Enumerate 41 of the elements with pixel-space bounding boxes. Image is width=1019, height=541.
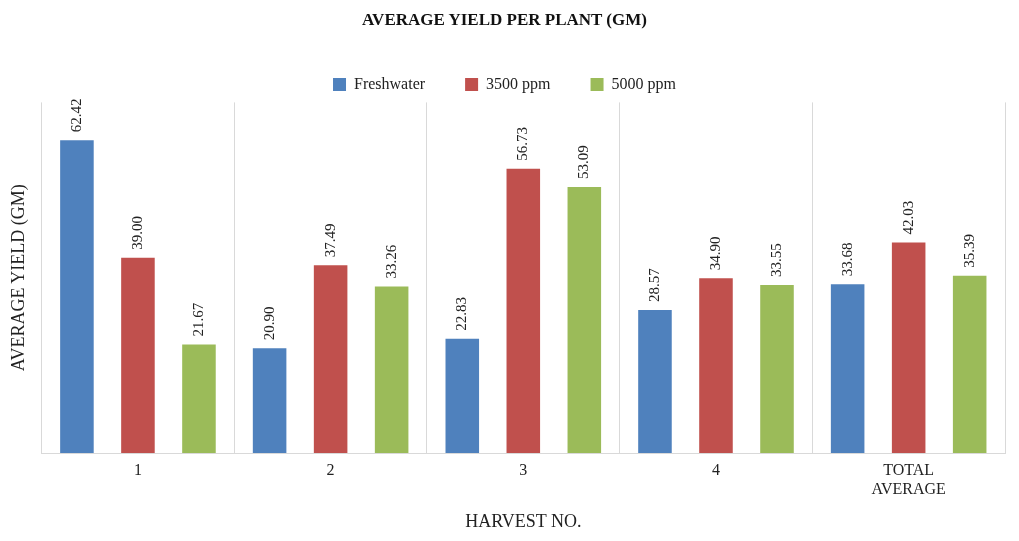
bar — [760, 284, 794, 453]
bar — [60, 140, 94, 453]
bar — [891, 242, 926, 453]
data-label: 56.73 — [514, 127, 531, 161]
data-label: 33.26 — [382, 244, 399, 279]
x-tick-label: 4 — [711, 460, 720, 478]
legend-label: Freshwater — [354, 74, 426, 92]
bar — [567, 187, 602, 453]
bar — [121, 257, 155, 453]
x-tick-label: 1 — [133, 460, 142, 478]
x-tick-label: 2 — [326, 460, 335, 478]
data-label: 34.90 — [706, 236, 723, 271]
bar — [252, 348, 287, 453]
legend-label: 5000 ppm — [611, 74, 677, 93]
data-label: 37.49 — [321, 223, 338, 258]
data-label: 39.00 — [128, 215, 145, 250]
y-axis-title: AVERAGE YIELD (GM) — [7, 184, 29, 372]
data-label: 28.57 — [645, 267, 662, 302]
bar — [374, 286, 409, 453]
data-label: 42.03 — [899, 200, 916, 235]
legend-label: 3500 ppm — [486, 74, 552, 93]
data-label: 33.55 — [767, 243, 784, 277]
x-axis-title: HARVEST NO. — [465, 510, 582, 531]
data-label: 21.67 — [189, 302, 206, 337]
data-label: 33.68 — [838, 242, 855, 277]
x-tick-label: 3 — [519, 460, 528, 478]
x-tick-label: TOTAL AVERAGE — [871, 460, 946, 497]
data-label: 62.42 — [67, 98, 84, 133]
data-label: 20.90 — [260, 306, 277, 341]
bar — [830, 284, 865, 453]
data-label: 22.83 — [453, 296, 470, 331]
bar — [445, 338, 480, 453]
data-label: 53.09 — [575, 145, 592, 180]
bar — [506, 168, 541, 453]
data-label: 35.39 — [960, 234, 977, 268]
bar — [182, 344, 216, 453]
bar — [952, 275, 987, 453]
bar — [313, 265, 348, 453]
chart-title: AVERAGE YIELD PER PLANT (GM) — [362, 9, 647, 29]
bar — [699, 278, 733, 453]
bar — [638, 309, 672, 453]
